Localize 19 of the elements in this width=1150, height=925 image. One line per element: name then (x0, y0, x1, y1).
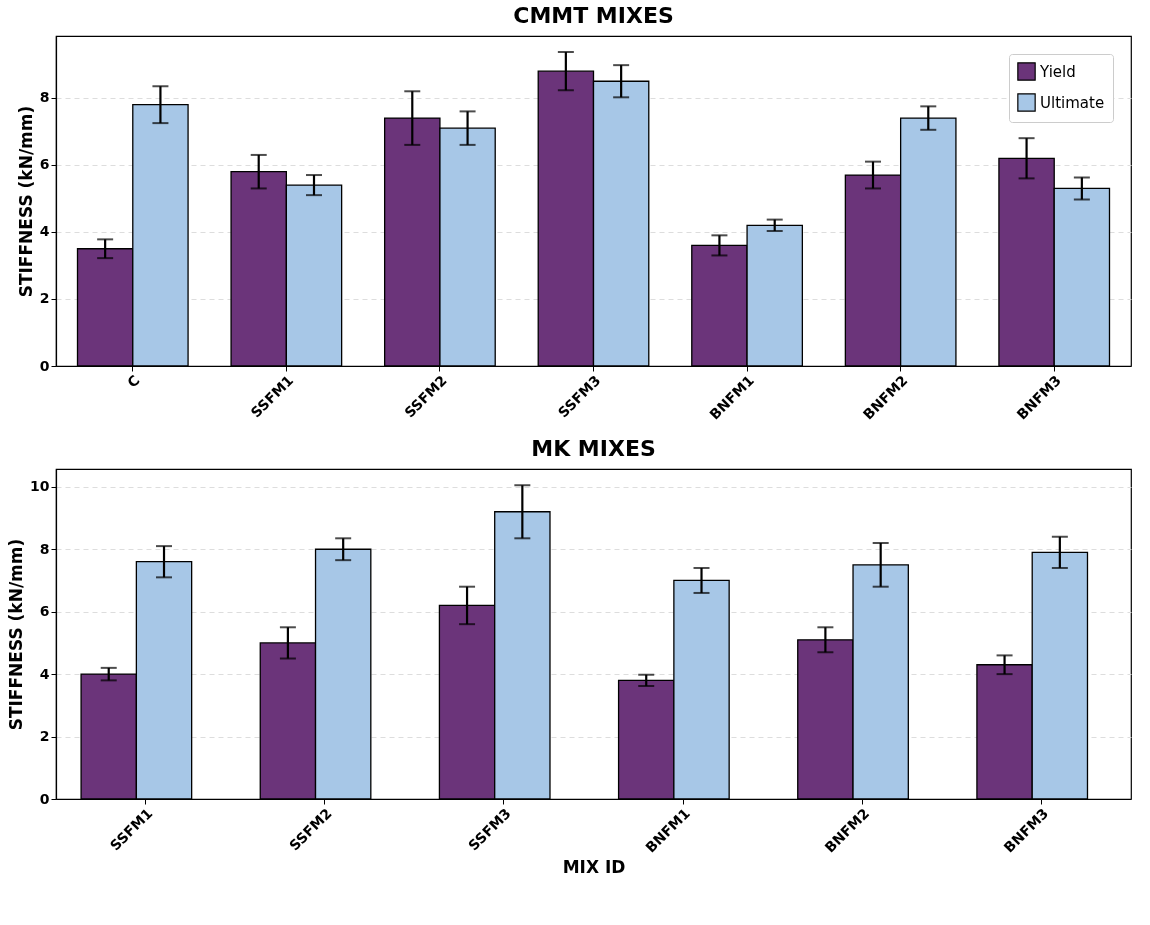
x-tick-label: C (124, 372, 143, 391)
x-axis-title: MIX ID (562, 856, 626, 877)
chart-title: MK MIXES (531, 436, 656, 461)
y-tick-label: 2 (39, 290, 50, 307)
legend-label: Ultimate (1040, 93, 1105, 112)
y-tick-label: 4 (39, 223, 50, 240)
y-tick-label: 6 (39, 156, 50, 173)
y-tick-label: 6 (39, 603, 50, 620)
y-tick-label: 10 (30, 478, 50, 495)
y-tick-label: 8 (39, 540, 50, 557)
y-tick-label: 4 (39, 665, 50, 682)
y-tick-label: 8 (39, 89, 50, 106)
y-axis-title: STIFFNESS (kN/mm) (6, 538, 27, 731)
y-axis-title: STIFFNESS (kN/mm) (15, 105, 36, 298)
y-tick-label: 0 (39, 790, 50, 807)
y-tick-label: 0 (39, 357, 50, 374)
legend-label: Yield (1039, 62, 1076, 81)
chart-title: CMMT MIXES (513, 3, 674, 28)
y-tick-label: 2 (39, 728, 50, 745)
